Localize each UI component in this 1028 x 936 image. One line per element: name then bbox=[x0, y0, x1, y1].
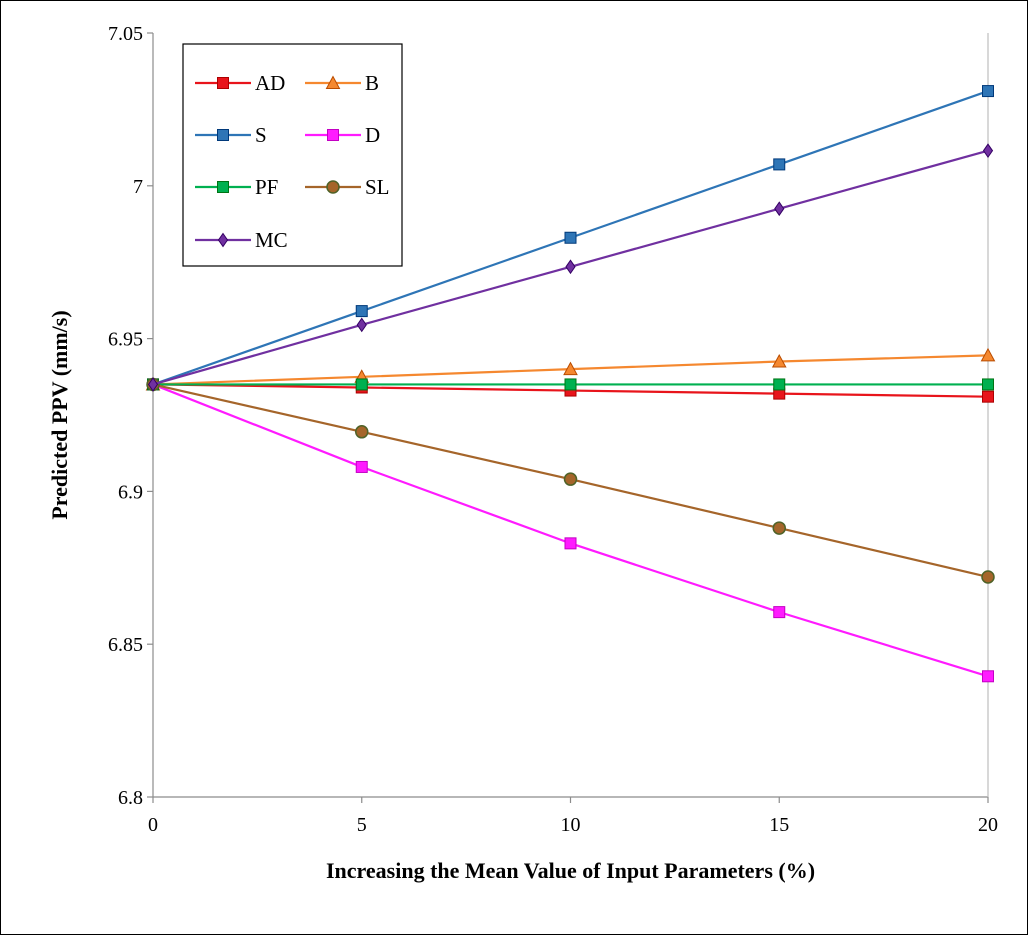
data-point-d bbox=[982, 670, 994, 683]
legend-item-ad: AD bbox=[195, 71, 285, 95]
y-tick-label: 6.85 bbox=[108, 634, 143, 656]
data-point-d bbox=[773, 606, 786, 619]
series-d bbox=[147, 378, 994, 683]
data-point-mc bbox=[147, 377, 159, 392]
y-tick-label: 7 bbox=[133, 176, 143, 198]
legend-marker-pf bbox=[217, 181, 229, 193]
legend-marker-b bbox=[325, 75, 341, 89]
legend: AD B S D PF SL MC bbox=[182, 43, 403, 267]
data-point-pf bbox=[773, 378, 786, 391]
x-tick-label: 0 bbox=[148, 814, 158, 836]
legend-marker-mc bbox=[217, 232, 229, 248]
data-point-s bbox=[355, 305, 368, 318]
data-point-mc bbox=[565, 259, 576, 275]
legend-label-sl: SL bbox=[365, 175, 390, 199]
legend-label-s: S bbox=[255, 123, 267, 147]
series-mc bbox=[147, 143, 994, 392]
data-point-sl bbox=[772, 521, 786, 535]
x-tick-label: 20 bbox=[978, 814, 998, 836]
series-layer bbox=[145, 85, 996, 683]
data-point-d bbox=[564, 537, 577, 550]
legend-item-mc: MC bbox=[195, 228, 288, 252]
legend-label-pf: PF bbox=[255, 175, 278, 199]
series-line-d bbox=[152, 383, 989, 678]
x-tick-label: 10 bbox=[561, 814, 581, 836]
data-point-s bbox=[982, 85, 994, 98]
data-point-d bbox=[355, 460, 368, 473]
data-point-sl bbox=[563, 472, 578, 486]
legend-label-mc: MC bbox=[255, 228, 288, 252]
data-point-mc bbox=[774, 201, 785, 217]
x-tick-label: 15 bbox=[769, 814, 789, 836]
data-point-b bbox=[771, 353, 787, 368]
y-axis-title: Predicted PPV (mm/s) bbox=[47, 310, 72, 519]
data-point-ad bbox=[982, 390, 994, 403]
data-point-pf bbox=[355, 378, 368, 391]
x-tick-label: 5 bbox=[357, 814, 367, 836]
y-tick-label: 6.9 bbox=[118, 481, 143, 503]
data-point-mc bbox=[982, 143, 994, 159]
legend-item-sl: SL bbox=[305, 175, 390, 199]
data-point-s bbox=[564, 231, 577, 244]
legend-label-d: D bbox=[365, 123, 380, 147]
legend-label-b: B bbox=[365, 71, 379, 95]
y-tick-label: 7.05 bbox=[108, 23, 143, 45]
y-tick-label: 6.95 bbox=[108, 329, 143, 351]
data-point-sl bbox=[981, 570, 995, 584]
legend-marker-ad bbox=[217, 77, 229, 89]
legend-marker-s bbox=[217, 129, 229, 141]
data-point-s bbox=[773, 158, 786, 171]
data-point-pf bbox=[564, 378, 577, 391]
data-point-b bbox=[563, 361, 578, 376]
legend-marker-d bbox=[327, 129, 339, 141]
legend-item-s: S bbox=[195, 123, 267, 147]
data-point-b bbox=[980, 347, 996, 362]
legend-label-ad: AD bbox=[255, 71, 285, 95]
legend-item-b: B bbox=[305, 71, 379, 95]
legend-marker-sl bbox=[326, 180, 340, 194]
data-point-sl bbox=[355, 425, 369, 439]
series-sl bbox=[146, 377, 995, 584]
y-tick-label: 6.8 bbox=[118, 787, 143, 809]
x-axis-title: Increasing the Mean Value of Input Param… bbox=[326, 858, 815, 883]
axes: 6.8 6.85 6.9 6.95 7 7.05 0 5 10 15 20 bbox=[108, 23, 998, 836]
legend-item-pf: PF bbox=[195, 175, 278, 199]
legend-item-d: D bbox=[305, 123, 380, 147]
data-point-pf bbox=[982, 378, 994, 391]
data-point-mc bbox=[356, 317, 367, 333]
